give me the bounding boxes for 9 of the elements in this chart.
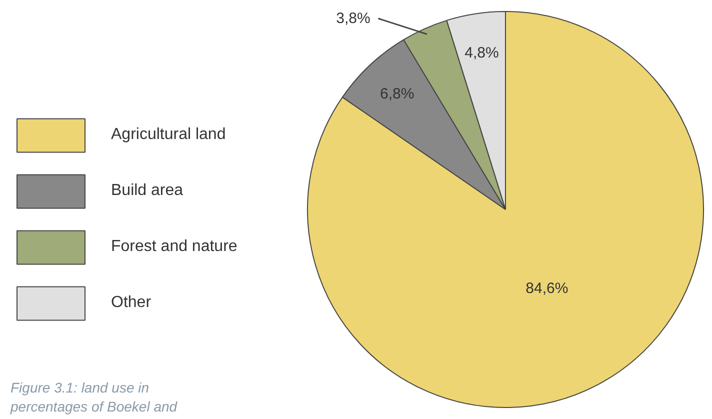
data-label: 84,6% (526, 280, 568, 297)
data-label: 6,8% (380, 86, 414, 103)
caption: Figure 3.1: land use in percentages of Boekel and (10, 380, 178, 415)
legend-label: Other (111, 294, 152, 312)
legend-label: Agricultural land (111, 126, 226, 144)
data-label: 3,8% (336, 10, 370, 27)
legend-label: Forest and nature (111, 238, 238, 256)
legend-label: Build area (111, 182, 184, 200)
data-label: 4,8% (464, 44, 499, 62)
